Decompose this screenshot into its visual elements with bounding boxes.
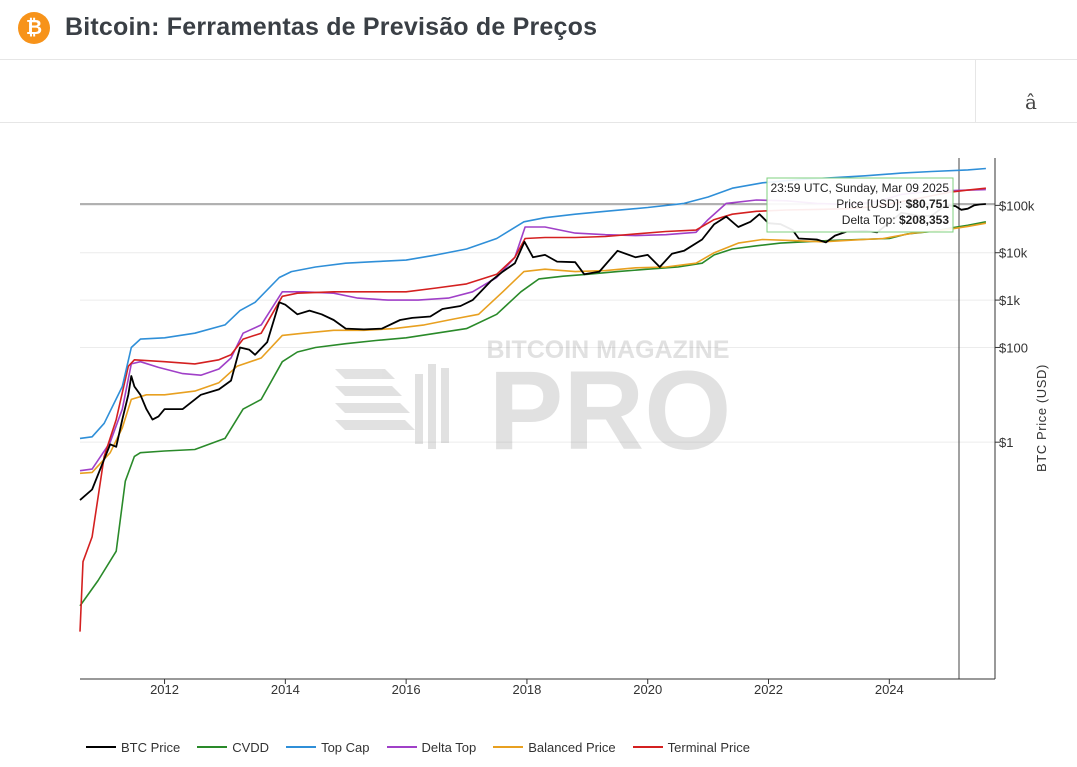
watermark: BITCOIN MAGAZINE PRO (335, 336, 731, 473)
page-title: Bitcoin: Ferramentas de Previsão de Preç… (65, 13, 598, 41)
y-axis-label: BTC Price (USD) (1034, 364, 1049, 472)
legend-swatch (386, 746, 417, 748)
chart[interactable]: BITCOIN MAGAZINE PRO $1 $100 $1k $10k $100k 2… (0, 124, 1077, 738)
tooltip-date: 23:59 UTC, Sunday, Mar 09 2025 (770, 181, 949, 195)
legend-label: Delta Top (421, 739, 477, 755)
chart-toolbar: â (0, 60, 1077, 123)
legend: BTC Price CVDD Top Cap Delta Top Balanced Pr… (86, 738, 767, 756)
legend-swatch (286, 746, 317, 748)
toolbar-divider (975, 60, 976, 122)
legend-label: CVDD (232, 739, 270, 755)
y-tick-label: $1 (999, 435, 1013, 450)
legend-label: Terminal Price (667, 739, 750, 755)
x-tick-label: 2022 (754, 682, 783, 697)
bitcoin-logo-icon: ₿ (18, 12, 50, 44)
legend-item-btc-price[interactable]: BTC Price (86, 740, 180, 755)
x-tick-label: 2016 (392, 682, 421, 697)
tooltip-delta-label: Delta Top: (842, 213, 899, 227)
y-tick-label: $100 (999, 340, 1028, 355)
tooltip-price: Price [USD]: $80,751 (836, 197, 949, 211)
legend-swatch (197, 746, 228, 748)
x-tick-label: 2020 (633, 682, 662, 697)
legend-label: Balanced Price (528, 739, 616, 755)
y-tick-label: $100k (999, 198, 1035, 213)
legend-item-cvdd[interactable]: CVDD (197, 740, 269, 755)
x-tick-label: 2014 (271, 682, 300, 697)
series-line-balanced-price[interactable] (79, 222, 987, 475)
tick-layer: $1 $100 $1k $10k $100k 2012 2014 2016 2018 2020 20… (150, 198, 1035, 697)
y-tick-label: $10k (999, 246, 1028, 261)
legend-swatch (632, 746, 663, 748)
legend-item-delta-top[interactable]: Delta Top (386, 739, 477, 755)
x-tick-label: 2024 (875, 682, 904, 697)
hover-tooltip: 23:59 UTC, Sunday, Mar 09 2025 Price [US… (766, 177, 954, 233)
legend-swatch (493, 746, 524, 748)
tooltip-delta-value: $208,353 (899, 213, 949, 227)
legend-item-terminal-price[interactable]: Terminal Price (632, 739, 750, 755)
watermark-bars-icon (335, 364, 449, 449)
legend-swatch (86, 746, 116, 748)
tooltip-price-value: $80,751 (906, 197, 950, 211)
x-tick-label: 2018 (512, 682, 541, 697)
watermark-text-top: BITCOIN MAGAZINE (486, 336, 729, 364)
legend-label: BTC Price (121, 739, 181, 755)
legend-label: Top Cap (321, 739, 370, 755)
legend-item-top-cap[interactable]: Top Cap (286, 739, 370, 755)
grid-layer (80, 204, 995, 443)
tooltip-price-label: Price [USD]: (836, 197, 905, 211)
header: ₿ Bitcoin: Ferramentas de Previsão de Pr… (0, 0, 1077, 60)
chart-menu-button[interactable]: â (1025, 90, 1037, 114)
watermark-text-pro: PRO (489, 348, 732, 473)
y-tick-label: $1k (999, 293, 1020, 308)
tooltip-delta: Delta Top: $208,353 (842, 213, 950, 227)
legend-item-balanced-price[interactable]: Balanced Price (493, 739, 616, 755)
x-tick-label: 2012 (150, 682, 179, 697)
